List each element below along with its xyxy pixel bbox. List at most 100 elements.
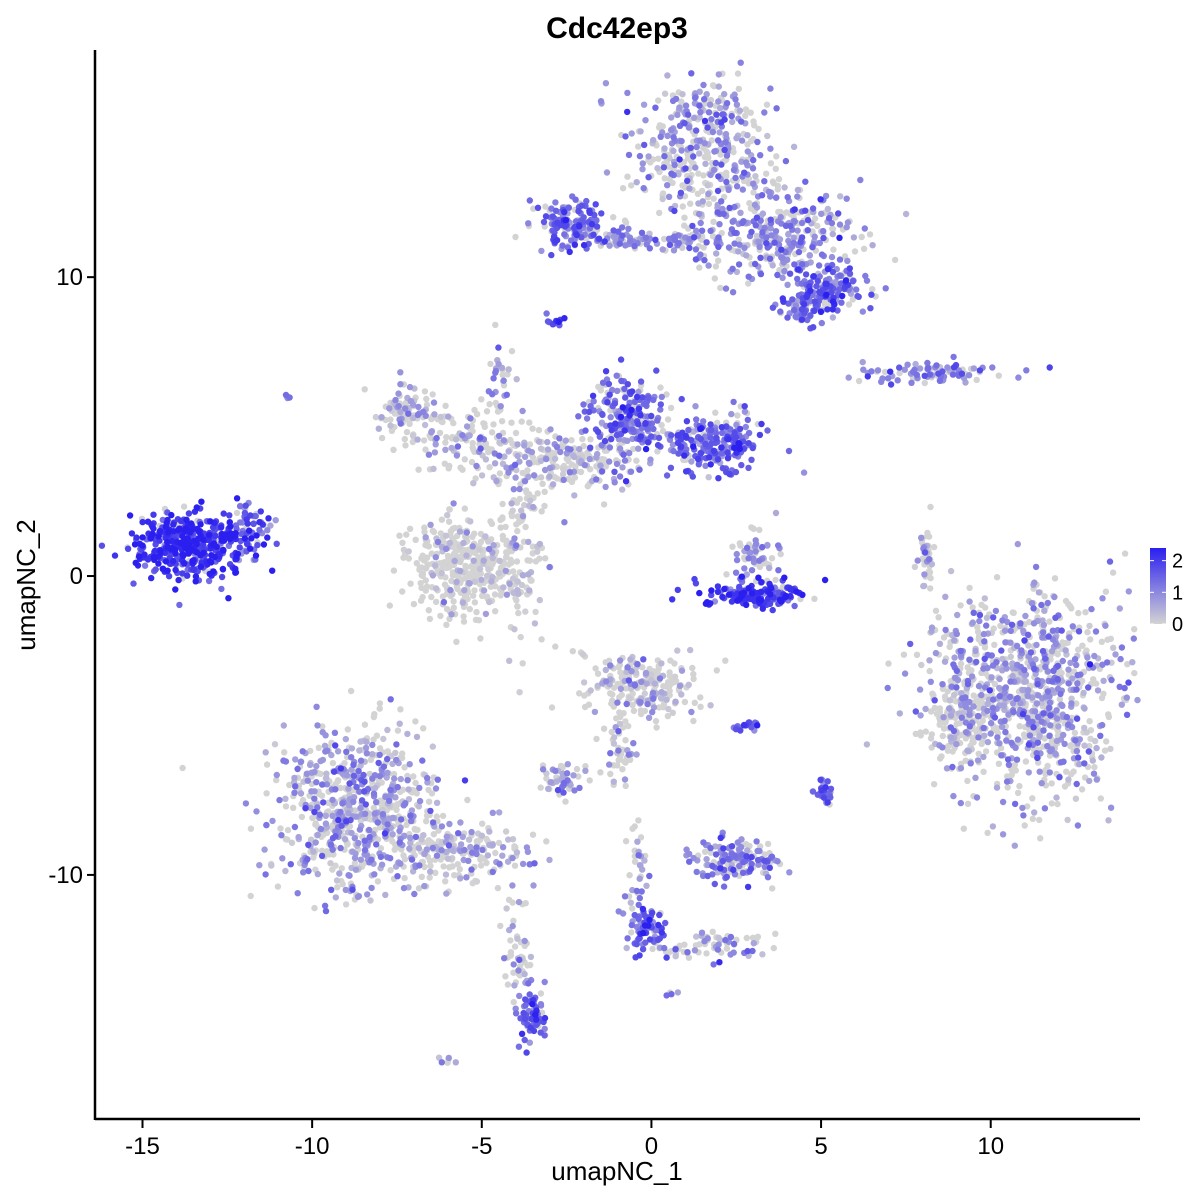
data-point <box>636 862 644 869</box>
data-point <box>433 434 440 442</box>
data-point <box>559 764 566 771</box>
data-point <box>365 826 373 834</box>
data-point <box>628 130 635 137</box>
data-point <box>1098 754 1105 761</box>
data-point <box>284 836 291 843</box>
data-point <box>752 537 759 544</box>
data-point <box>400 546 408 553</box>
data-point <box>655 665 662 673</box>
data-point <box>633 887 641 895</box>
data-point <box>861 225 868 232</box>
data-point <box>310 854 317 861</box>
data-point <box>376 772 384 780</box>
data-point <box>1131 669 1138 677</box>
data-point <box>912 730 919 738</box>
data-point <box>377 853 385 861</box>
data-point <box>317 825 325 833</box>
data-point <box>607 414 614 421</box>
data-point <box>966 711 973 718</box>
data-point <box>684 949 691 956</box>
data-point <box>622 219 630 226</box>
data-point <box>352 866 360 873</box>
data-point <box>658 695 665 702</box>
data-point <box>352 813 360 820</box>
data-point <box>284 826 292 834</box>
data-point <box>958 714 965 721</box>
data-point <box>912 360 919 368</box>
data-point <box>438 847 445 854</box>
data-point <box>1100 677 1107 684</box>
data-point <box>913 371 920 379</box>
data-point <box>655 155 662 162</box>
data-point <box>1062 647 1069 654</box>
data-point <box>818 319 825 327</box>
data-point <box>367 756 374 764</box>
data-point <box>538 636 545 643</box>
data-point <box>470 480 477 487</box>
data-point <box>521 442 528 449</box>
data-point <box>661 153 668 160</box>
data-point <box>770 944 777 952</box>
data-point <box>548 704 556 711</box>
data-point <box>969 619 976 626</box>
data-point <box>690 675 697 683</box>
data-point <box>586 777 593 784</box>
data-point <box>1091 737 1099 745</box>
data-point <box>525 220 532 227</box>
data-point <box>603 678 610 685</box>
data-point <box>519 513 527 520</box>
data-point <box>492 849 499 857</box>
data-point <box>728 410 735 418</box>
data-point <box>981 595 988 602</box>
data-point <box>488 520 496 527</box>
data-point <box>695 210 703 218</box>
data-point <box>744 148 751 155</box>
data-point <box>453 638 460 645</box>
data-point <box>467 563 475 570</box>
data-point <box>987 719 995 727</box>
data-point <box>568 437 575 444</box>
data-point <box>599 379 607 386</box>
data-point <box>753 838 760 845</box>
data-point <box>524 557 531 564</box>
data-point <box>443 605 451 613</box>
data-point <box>378 861 386 868</box>
data-point <box>431 562 439 569</box>
data-point <box>1009 660 1016 667</box>
data-point <box>514 527 521 535</box>
data-point <box>636 894 643 902</box>
data-point <box>597 462 604 469</box>
data-point <box>420 437 428 444</box>
data-point <box>637 699 644 706</box>
data-point <box>464 595 471 603</box>
data-point <box>415 803 423 810</box>
data-point <box>1080 689 1087 697</box>
data-point <box>1102 622 1109 629</box>
data-point <box>962 757 969 764</box>
data-point <box>681 214 688 221</box>
data-point <box>432 441 439 448</box>
data-point <box>447 563 454 570</box>
data-point <box>483 408 491 415</box>
data-point <box>715 98 722 105</box>
data-point <box>705 262 712 269</box>
data-point <box>543 310 550 317</box>
data-point <box>357 757 365 764</box>
data-point <box>617 669 624 676</box>
data-point <box>983 614 991 622</box>
data-point <box>406 525 414 532</box>
data-point <box>535 438 543 445</box>
data-point <box>762 560 770 567</box>
data-point <box>218 585 225 593</box>
data-point <box>525 447 532 454</box>
data-point <box>273 771 280 779</box>
data-point <box>1001 717 1008 724</box>
data-point <box>397 381 404 388</box>
data-point <box>448 528 455 535</box>
data-point <box>918 534 925 541</box>
data-point <box>290 804 297 811</box>
data-point <box>714 946 722 953</box>
data-point <box>329 759 337 767</box>
data-point <box>989 704 997 712</box>
data-point <box>650 425 657 433</box>
